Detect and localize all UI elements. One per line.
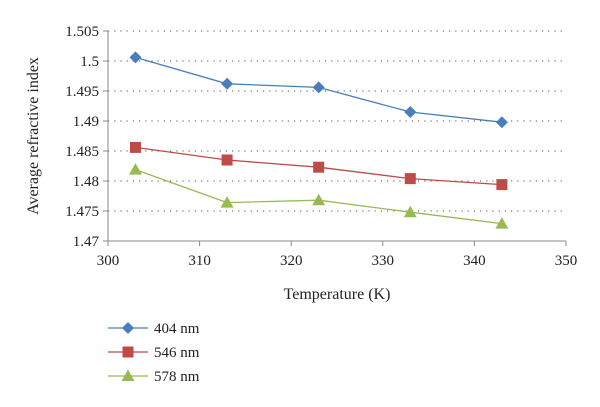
- legend-marker: [121, 369, 135, 381]
- legend-item: 404 nm: [108, 321, 200, 337]
- series-0: [129, 51, 508, 129]
- y-tick-label: 1.505: [65, 24, 99, 40]
- data-point: [220, 196, 234, 208]
- data-point: [221, 154, 233, 166]
- x-tick-label: 320: [280, 253, 303, 269]
- legend-item: 546 nm: [108, 345, 200, 361]
- y-axis-ticks: 1.47 1.475 1.48 1.485 1.49 1.495 1.5 1.505: [65, 24, 108, 250]
- data-point: [129, 51, 142, 64]
- data-point: [129, 141, 141, 153]
- x-axis-ticks: 300 310 320 330 340 350: [97, 241, 578, 269]
- data-point: [495, 217, 509, 229]
- y-tick-label: 1.485: [65, 144, 99, 160]
- y-tick-label: 1.48: [73, 174, 99, 190]
- data-point: [404, 106, 417, 118]
- series-1: [129, 141, 508, 191]
- x-axis-title: Temperature (K): [284, 286, 391, 303]
- y-tick-label: 1.5: [80, 54, 99, 70]
- series-2: [128, 163, 509, 229]
- data-point: [312, 81, 325, 94]
- legend-label: 578 nm: [154, 369, 200, 385]
- y-tick-label: 1.49: [73, 114, 99, 130]
- x-tick-label: 340: [463, 253, 486, 269]
- data-point: [495, 116, 508, 129]
- y-axis-title: Average refractive index: [25, 57, 42, 215]
- x-tick-label: 310: [188, 253, 211, 269]
- legend-label: 404 nm: [154, 321, 200, 337]
- legend-item: 578 nm: [108, 369, 200, 385]
- x-tick-label: 330: [372, 253, 395, 269]
- data-point: [404, 173, 416, 185]
- legend-marker: [122, 322, 134, 334]
- legend-label: 546 nm: [154, 345, 200, 361]
- data-point: [403, 205, 417, 218]
- y-tick-label: 1.47: [73, 234, 100, 250]
- data-point: [312, 193, 326, 206]
- y-tick-label: 1.495: [65, 84, 99, 100]
- x-tick-label: 300: [97, 253, 120, 269]
- x-tick-label: 350: [555, 253, 578, 269]
- data-point: [128, 163, 142, 175]
- data-point: [496, 179, 508, 191]
- data-point: [221, 77, 234, 90]
- legend: 404 nm 546 nm 578 nm: [108, 321, 200, 385]
- legend-marker: [122, 346, 134, 358]
- y-tick-label: 1.475: [65, 204, 99, 220]
- data-point: [313, 161, 325, 173]
- series-group: [128, 51, 509, 229]
